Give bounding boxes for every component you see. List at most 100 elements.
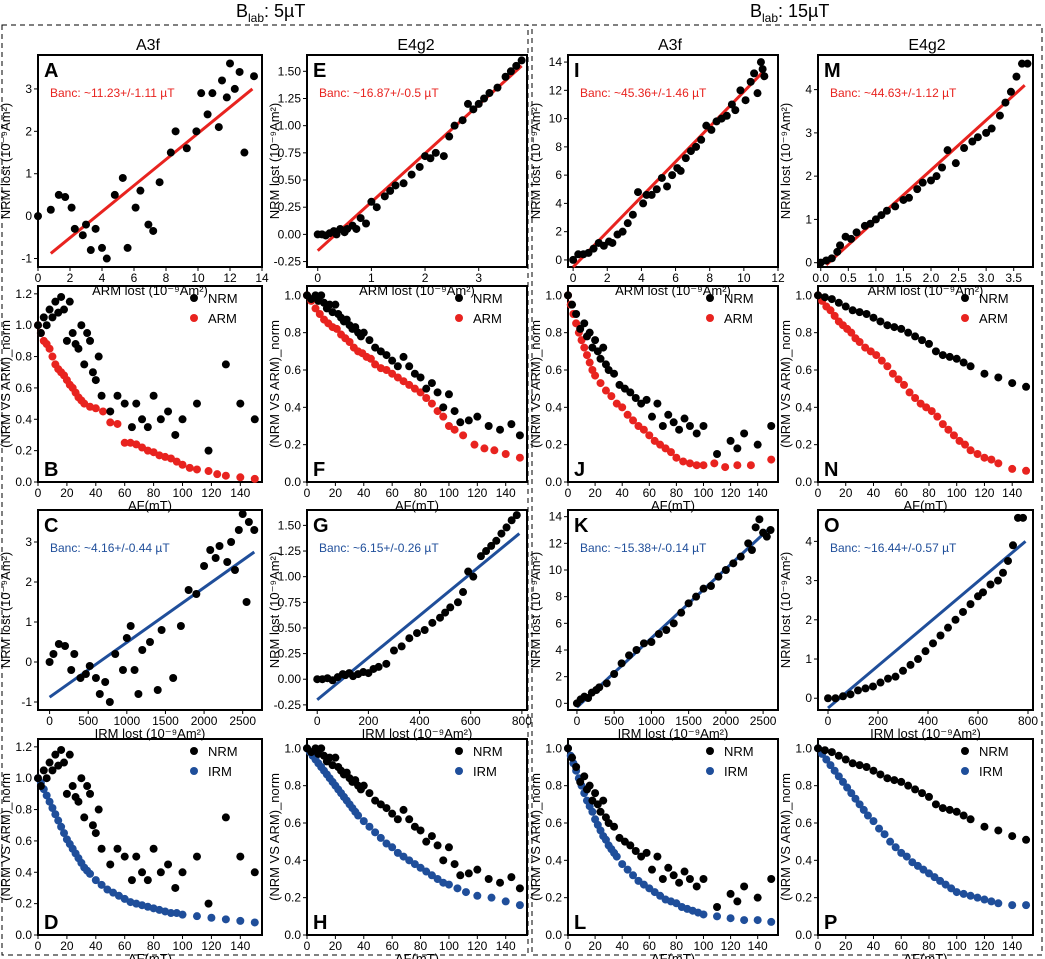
- data-point: [827, 254, 836, 263]
- data-point: [987, 124, 996, 133]
- second-series-point: [830, 311, 839, 320]
- nrm-point: [820, 746, 829, 755]
- nrm-point: [113, 844, 122, 853]
- nrm-point: [626, 841, 635, 850]
- y-tick-label: 1.25: [278, 544, 302, 558]
- y-tick-label: 0.2: [795, 891, 812, 905]
- panel-label: B: [44, 459, 58, 481]
- panel-E: 0 1 2 3-0.250.000.250.500.751.001.251.50ARM…: [267, 54, 528, 298]
- nrm-point: [83, 782, 92, 791]
- data-point: [681, 154, 690, 163]
- data-point: [206, 546, 215, 554]
- second-series-point: [830, 766, 839, 775]
- data-point: [876, 678, 885, 687]
- second-series-point: [588, 807, 597, 816]
- nrm-point: [869, 313, 878, 322]
- second-series-point: [57, 822, 66, 831]
- y-tick-label: 0.25: [278, 647, 302, 661]
- x-tick-label: 500: [604, 714, 624, 728]
- nrm-point: [86, 789, 95, 798]
- group-title-15ut: Blab: 15µT: [750, 1, 829, 25]
- data-point: [82, 220, 90, 229]
- second-series-point: [382, 366, 391, 374]
- data-point: [1006, 87, 1015, 96]
- second-series-point: [847, 328, 856, 337]
- nrm-point: [576, 777, 585, 786]
- x-axis-label: IRM lost (10⁻⁹Am²): [870, 726, 981, 741]
- data-point: [382, 659, 391, 668]
- second-series-point: [733, 461, 742, 470]
- data-point: [480, 94, 489, 103]
- data-point: [197, 89, 206, 98]
- column-header-e4g2-5ut: E4g2: [397, 37, 434, 54]
- x-tick-label: 0: [304, 939, 311, 953]
- data-point: [914, 655, 922, 664]
- y-tick-label: 0.4: [284, 853, 301, 867]
- x-tick-label: 20: [839, 486, 853, 500]
- data-point: [647, 190, 656, 199]
- x-axis-label: IRM lost (10⁻⁹Am²): [618, 726, 729, 741]
- nrm-point: [464, 416, 473, 425]
- second-series-point: [42, 791, 51, 800]
- data-point: [111, 650, 120, 658]
- y-tick-label: 12: [549, 536, 563, 550]
- panel-L: 0 20 40 60 80 100 120 140 0.0 0.2 0.4 0.6 0.8 1.0 AF(m…: [528, 738, 779, 959]
- data-point: [250, 526, 259, 534]
- second-series-point: [891, 843, 900, 852]
- nrm-point: [680, 414, 689, 423]
- panel-D: 0 20 40 60 80 100 120 140 0.0 0.2 0.4 0.6 0.8 1.0 1.2 A…: [0, 738, 263, 959]
- second-series-point: [97, 880, 106, 889]
- data-point: [1019, 513, 1027, 522]
- x-tick-label: 2000: [191, 714, 218, 728]
- data-point: [493, 83, 502, 92]
- nrm-point: [143, 876, 152, 885]
- x-tick-label: 20: [839, 939, 853, 953]
- data-point: [625, 651, 634, 660]
- data-point: [891, 672, 900, 681]
- group-box-5ut: [1, 24, 529, 956]
- second-series-point: [596, 379, 605, 388]
- nrm-point: [473, 865, 482, 874]
- nrm-point: [68, 329, 77, 338]
- data-point: [507, 516, 516, 525]
- nrm-point: [568, 753, 577, 762]
- y-tick-label: 0.6: [284, 363, 301, 377]
- data-point: [669, 619, 678, 628]
- nrm-point: [596, 807, 605, 816]
- data-point: [70, 650, 79, 658]
- x-tick-label: 120: [721, 486, 741, 500]
- nrm-point: [931, 347, 940, 356]
- second-series-point: [623, 865, 632, 874]
- panel-label: F: [313, 459, 325, 481]
- data-point: [85, 662, 94, 670]
- y-tick-label: 0: [555, 696, 562, 710]
- nrm-point: [250, 415, 259, 424]
- x-tick-label: 60: [643, 486, 657, 500]
- y-tick-label: 0.75: [278, 146, 302, 160]
- second-series-point: [959, 889, 968, 898]
- x-tick-label: 600: [461, 714, 481, 728]
- data-point: [994, 576, 1002, 585]
- nrm-point: [994, 826, 1003, 835]
- x-tick-label: 100: [947, 939, 967, 953]
- plot-frame: [817, 738, 1034, 936]
- data-point: [352, 224, 361, 233]
- nrm-point: [204, 446, 213, 455]
- x-tick-label: 0: [574, 714, 581, 728]
- data-point: [374, 662, 383, 671]
- second-series-point: [872, 351, 881, 360]
- second-series-point: [855, 338, 864, 346]
- second-series-point: [629, 416, 638, 425]
- nrm-point: [890, 323, 899, 332]
- nrm-point: [171, 430, 180, 439]
- nrm-point: [692, 882, 701, 891]
- second-series-point: [740, 916, 749, 925]
- nrm-point: [80, 360, 89, 369]
- legend-second-marker: [455, 767, 463, 775]
- data-point: [846, 690, 855, 699]
- y-axis-label: (NRM VS ARM)_norm: [778, 320, 793, 448]
- second-series-point: [365, 822, 374, 831]
- y-tick-label: 1.0: [284, 741, 301, 755]
- nrm-point: [918, 336, 927, 345]
